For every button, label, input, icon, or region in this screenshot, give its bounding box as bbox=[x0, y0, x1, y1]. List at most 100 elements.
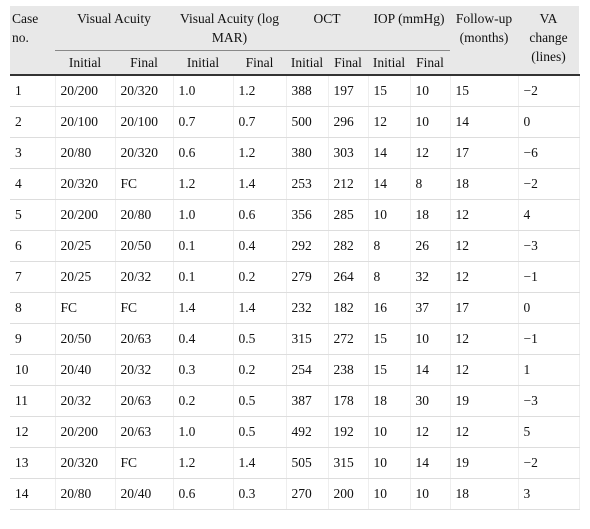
table-cell: 14 bbox=[450, 106, 519, 138]
table-cell: 12 bbox=[450, 199, 519, 231]
table-row: 11 20/32 20/63 0.2 0.5 387 178 18 30 19 −3 bbox=[10, 385, 580, 417]
table-cell: 238 bbox=[328, 354, 369, 386]
table-cell: 178 bbox=[328, 385, 369, 417]
table-cell: 12 bbox=[10, 416, 56, 448]
table-cell: 0.7 bbox=[233, 106, 287, 138]
table-cell: 26 bbox=[410, 230, 451, 262]
table-cell: 19 bbox=[450, 385, 519, 417]
table-cell: FC bbox=[115, 447, 174, 479]
table-cell: 20/32 bbox=[55, 385, 116, 417]
table-cell: 315 bbox=[328, 447, 369, 479]
table-cell: 2 bbox=[10, 106, 56, 138]
table-cell: 17 bbox=[450, 137, 519, 169]
table-cell: 8 bbox=[10, 292, 56, 324]
table-cell: 18 bbox=[368, 385, 411, 417]
table-row: 5 20/200 20/80 1.0 0.6 356 285 10 18 12 4 bbox=[10, 199, 580, 231]
subcolumn-header: Final bbox=[233, 50, 286, 76]
table-cell: −1 bbox=[518, 323, 580, 355]
table-cell: FC bbox=[55, 292, 116, 324]
column-header: Follow-up (months) bbox=[450, 6, 518, 76]
table-cell: 3 bbox=[10, 137, 56, 169]
table-cell: 232 bbox=[286, 292, 329, 324]
table-cell: 8 bbox=[368, 230, 411, 262]
table-cell: 10 bbox=[368, 478, 411, 510]
table-cell: −2 bbox=[518, 447, 580, 479]
table-cell: 380 bbox=[286, 137, 329, 169]
table-cell: 17 bbox=[450, 292, 519, 324]
table-cell: 10 bbox=[368, 199, 411, 231]
table-cell: 1.4 bbox=[233, 292, 287, 324]
table-cell: FC bbox=[115, 168, 174, 200]
table-cell: 20/320 bbox=[55, 168, 116, 200]
table-cell: −2 bbox=[518, 168, 580, 200]
table-cell: 1.4 bbox=[173, 292, 234, 324]
table-cell: 12 bbox=[368, 106, 411, 138]
table-cell: 12 bbox=[410, 416, 451, 448]
table-cell: 10 bbox=[410, 323, 451, 355]
table-cell: 0.4 bbox=[233, 230, 287, 262]
table-cell: −3 bbox=[518, 385, 580, 417]
table-cell: 0 bbox=[518, 106, 580, 138]
table-cell: 197 bbox=[328, 75, 369, 107]
table-cell: 1.0 bbox=[173, 416, 234, 448]
table-cell: 4 bbox=[10, 168, 56, 200]
column-header: Case no. bbox=[10, 6, 55, 76]
table-cell: 10 bbox=[368, 416, 411, 448]
table-cell: 10 bbox=[410, 478, 451, 510]
table-cell: 0.6 bbox=[173, 137, 234, 169]
table-cell: 3 bbox=[518, 478, 580, 510]
table-cell: 200 bbox=[328, 478, 369, 510]
table-cell: 8 bbox=[368, 261, 411, 293]
column-header: IOP (mmHg) bbox=[368, 6, 450, 51]
table-cell: 20/50 bbox=[55, 323, 116, 355]
table-cell: 20/25 bbox=[55, 230, 116, 262]
table-cell: 0.6 bbox=[173, 478, 234, 510]
table-cell: 212 bbox=[328, 168, 369, 200]
table-cell: 20/200 bbox=[55, 75, 116, 107]
table-row: 4 20/320 FC 1.2 1.4 253 212 14 8 18 −2 bbox=[10, 168, 580, 200]
table-cell: −6 bbox=[518, 137, 580, 169]
table-cell: 500 bbox=[286, 106, 329, 138]
table-row: 14 20/80 20/40 0.6 0.3 270 200 10 10 18 3 bbox=[10, 478, 580, 510]
table-cell: −1 bbox=[518, 261, 580, 293]
table-cell: 20/320 bbox=[115, 137, 174, 169]
table-cell: 1.0 bbox=[173, 75, 234, 107]
table-cell: 8 bbox=[410, 168, 451, 200]
subheader-row: Initial Final Initial Final Initial Final Init… bbox=[10, 50, 579, 76]
table-cell: 20/200 bbox=[55, 199, 116, 231]
table-cell: 1.0 bbox=[173, 199, 234, 231]
table-cell: 10 bbox=[410, 106, 451, 138]
table-cell: 5 bbox=[10, 199, 56, 231]
table-cell: 20/80 bbox=[55, 478, 116, 510]
table-cell: 1.2 bbox=[233, 137, 287, 169]
column-header: Visual Acuity bbox=[55, 6, 173, 51]
table-cell: 14 bbox=[368, 168, 411, 200]
column-header: VA change (lines) bbox=[518, 6, 579, 76]
column-header: OCT bbox=[286, 6, 368, 51]
table-cell: 18 bbox=[450, 168, 519, 200]
table-cell: −3 bbox=[518, 230, 580, 262]
table-cell: 20/80 bbox=[55, 137, 116, 169]
table-cell: 14 bbox=[368, 137, 411, 169]
table-cell: 19 bbox=[450, 447, 519, 479]
table-cell: 1.2 bbox=[173, 447, 234, 479]
table-cell: 1 bbox=[10, 75, 56, 107]
table-cell: 0.2 bbox=[233, 261, 287, 293]
table-cell: 270 bbox=[286, 478, 329, 510]
table-cell: 20/32 bbox=[115, 261, 174, 293]
table-cell: 10 bbox=[10, 354, 56, 386]
table-cell: 1.2 bbox=[173, 168, 234, 200]
table-cell: 16 bbox=[368, 292, 411, 324]
table-cell: 18 bbox=[410, 199, 451, 231]
table-cell: 20/100 bbox=[115, 106, 174, 138]
table-row: 9 20/50 20/63 0.4 0.5 315 272 15 10 12 −1 bbox=[10, 323, 580, 355]
table-row: 10 20/40 20/32 0.3 0.2 254 238 15 14 12 1 bbox=[10, 354, 580, 386]
table-cell: 15 bbox=[368, 323, 411, 355]
table-cell: 18 bbox=[450, 478, 519, 510]
table-row: 13 20/320 FC 1.2 1.4 505 315 10 14 19 −2 bbox=[10, 447, 580, 479]
table-cell: 192 bbox=[328, 416, 369, 448]
subcolumn-header: Final bbox=[410, 50, 450, 76]
table-cell: 0.6 bbox=[233, 199, 287, 231]
table-cell: 5 bbox=[518, 416, 580, 448]
table-cell: 30 bbox=[410, 385, 451, 417]
